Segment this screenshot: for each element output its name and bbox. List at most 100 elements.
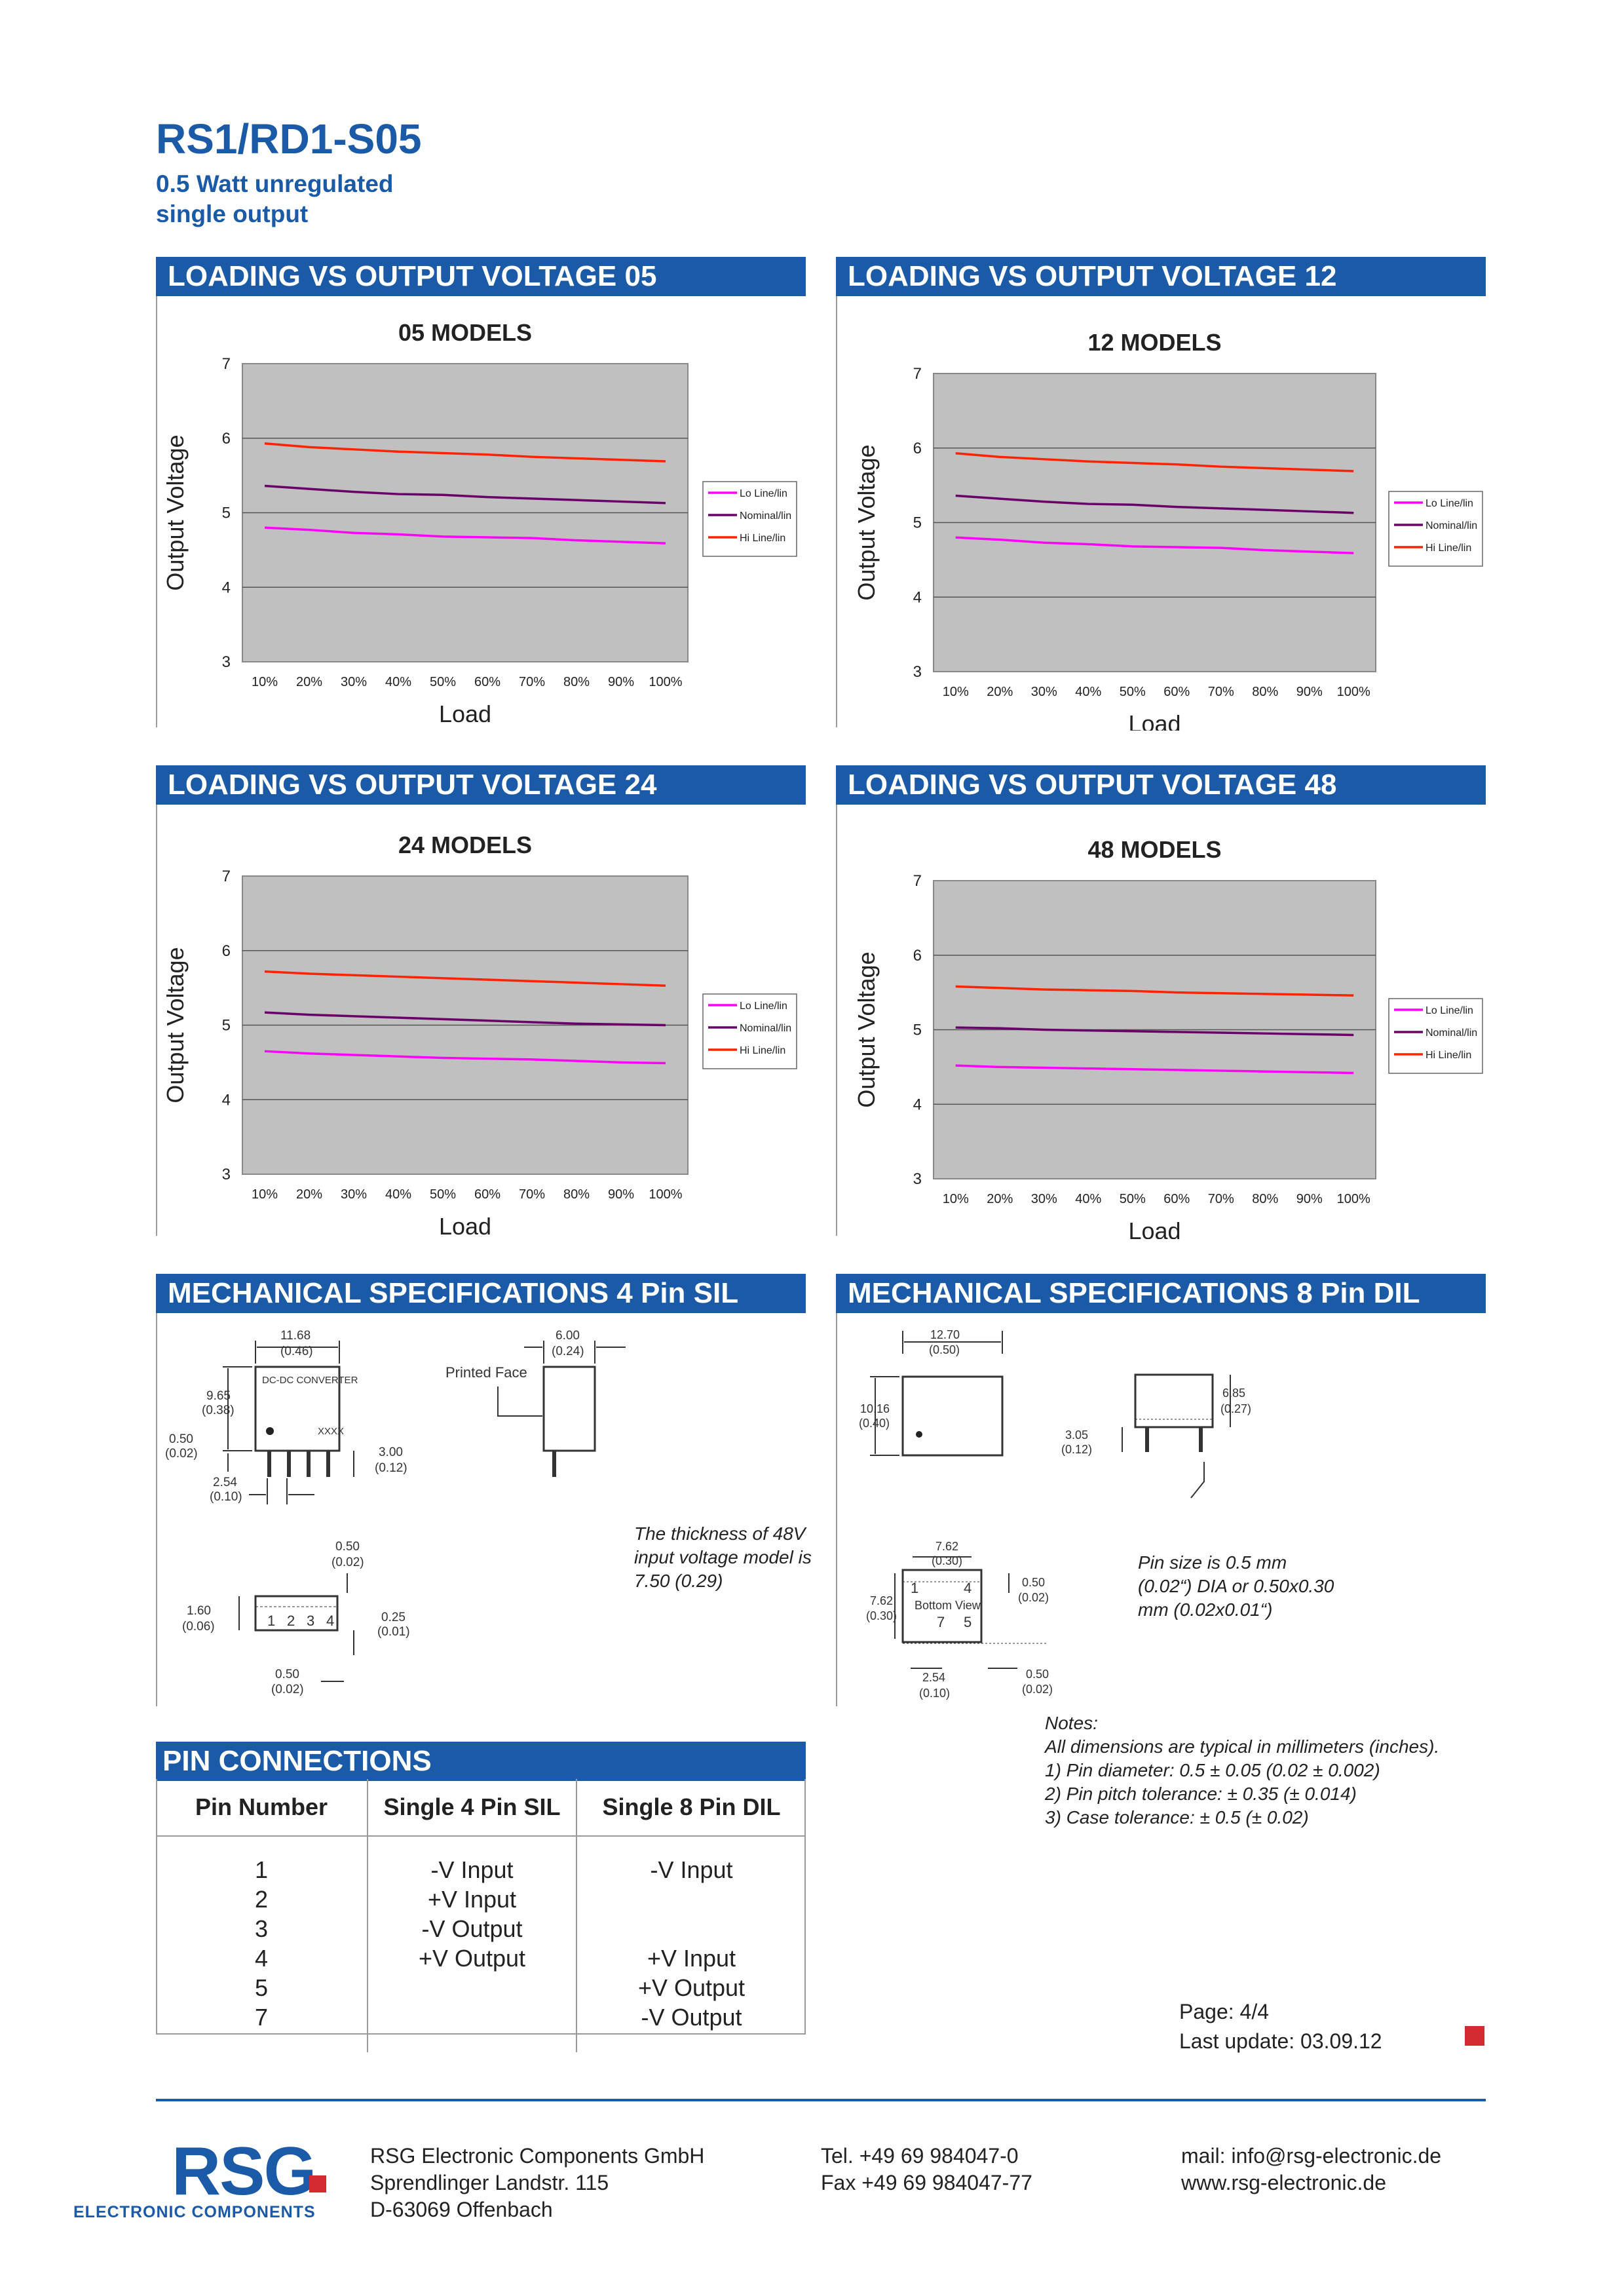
company-street: Sprendlinger Landstr. 115 xyxy=(370,2171,609,2194)
printed-face-arrow xyxy=(497,1387,542,1417)
x-tick-label: 70% xyxy=(519,1187,545,1202)
y-tick-label: 4 xyxy=(222,1091,231,1109)
y-tick-label: 5 xyxy=(222,505,231,522)
dil-dim-bottom: 0.50 xyxy=(1026,1668,1049,1681)
dil-dim-height: 6.85 xyxy=(1222,1387,1245,1400)
pin-table-header: Single 4 Pin SIL xyxy=(367,1779,576,1837)
sil-dim-pitch-in: (0.10) xyxy=(210,1490,242,1504)
panel-border-24 xyxy=(156,805,157,1236)
series-line xyxy=(264,1050,666,1065)
legend-entry: Hi Line/lin xyxy=(740,1045,785,1056)
footer-phone: Tel. +49 69 984047-0 Fax +49 69 984047-7… xyxy=(821,2143,1032,2196)
legend-entry: Hi Line/lin xyxy=(1426,1050,1471,1061)
series-line xyxy=(955,494,1354,514)
section-mech-sil: MECHANICAL SPECIFICATIONS 4 Pin SIL xyxy=(156,1274,806,1313)
y-tick-label: 3 xyxy=(222,1166,231,1183)
legend-entry: Nominal/lin xyxy=(1426,520,1477,531)
x-tick-label: 30% xyxy=(1031,1192,1057,1206)
dil-pointer xyxy=(1190,1462,1205,1499)
y-tick-label: 6 xyxy=(222,430,231,448)
y-tick-label: 4 xyxy=(913,1096,922,1113)
sil-side-pin xyxy=(552,1451,556,1477)
x-tick-label: 10% xyxy=(252,675,278,689)
footer-divider xyxy=(156,2099,1486,2101)
series-line xyxy=(955,451,1354,472)
sil-dim-standoff-in: (0.02) xyxy=(165,1447,198,1461)
sil-dim-side: 1.60 xyxy=(187,1604,211,1618)
x-tick-label: 90% xyxy=(1296,1192,1323,1206)
y-axis-label: Output Voltage xyxy=(162,947,189,1103)
legend-entry: Lo Line/lin xyxy=(1426,498,1473,509)
rsg-logo-dot xyxy=(309,2175,326,2192)
dil-dim-height-in: (0.27) xyxy=(1220,1402,1251,1415)
sil-pin-1 xyxy=(267,1451,271,1477)
dil-pin1-dot xyxy=(916,1431,922,1438)
sil-pin-number: 4 xyxy=(326,1613,334,1629)
sil-drawing: DC-DC CONVERTER XXXX 11.68 (0.46) 9.65 (… xyxy=(165,1329,626,1696)
y-tick-label: 7 xyxy=(222,355,231,373)
chart-title: 05 MODELS xyxy=(398,319,532,346)
sil-dim-depth: 6.00 xyxy=(556,1329,580,1343)
x-tick-label: 50% xyxy=(1120,685,1146,699)
series-line xyxy=(955,536,1354,554)
sil-converter-label: DC-DC CONVERTER xyxy=(262,1375,358,1386)
website-link[interactable]: www.rsg-electronic.de xyxy=(1181,2171,1386,2194)
legend-entry: Nominal/lin xyxy=(740,1023,791,1034)
dil-dim-side: 7.62 xyxy=(870,1594,893,1607)
email-link[interactable]: mail: info@rsg-electronic.de xyxy=(1181,2144,1442,2168)
x-tick-label: 100% xyxy=(649,1187,682,1202)
x-tick-label: 10% xyxy=(943,685,969,699)
dil-body-top xyxy=(901,1375,1004,1457)
notes-line: 1) Pin diameter: 0.5 ± 0.05 (0.02 ± 0.00… xyxy=(1045,1760,1380,1780)
notes-line: All dimensions are typical in millimeter… xyxy=(1045,1736,1440,1757)
notes-line: 3) Case tolerance: ± 0.5 (± 0.02) xyxy=(1045,1807,1309,1827)
x-tick-label: 30% xyxy=(341,675,367,689)
y-tick-label: 3 xyxy=(222,653,231,671)
panel-border-sil xyxy=(156,1313,157,1706)
dil-pin-number: 1 xyxy=(911,1580,918,1596)
x-tick-label: 40% xyxy=(1075,685,1101,699)
last-update: Last update: 03.09.12 xyxy=(1179,2029,1382,2053)
series-line xyxy=(955,1026,1354,1037)
sil-pin-number: 2 xyxy=(287,1613,295,1629)
legend-box xyxy=(1388,491,1483,567)
subtitle-line-2: single output xyxy=(156,201,309,227)
section-loading-48: LOADING VS OUTPUT VOLTAGE 48 xyxy=(836,765,1486,805)
legend-entry: Nominal/lin xyxy=(740,510,791,522)
x-tick-label: 10% xyxy=(252,1187,278,1202)
sil-dim-height: 9.65 xyxy=(206,1389,231,1403)
pin-table-header-row: Pin Number Single 4 Pin SIL Single 8 Pin… xyxy=(156,1779,806,1837)
section-mech-dil: MECHANICAL SPECIFICATIONS 8 Pin DIL xyxy=(836,1274,1486,1313)
chart-48-models: 48 MODELS 3 4 5 6 7 10% 20% 30% 40% 50% 60% 70% 80% 90… xyxy=(853,836,1483,1239)
x-tick-label: 30% xyxy=(1031,685,1057,699)
x-tick-label: 90% xyxy=(1296,685,1323,699)
sil-dim-bottom: 0.50 xyxy=(275,1668,299,1681)
y-tick-label: 7 xyxy=(222,868,231,885)
notes-heading: Notes: xyxy=(1045,1713,1098,1733)
dil-dim-width: 10.16 xyxy=(860,1402,890,1415)
pin-table-header: Single 8 Pin DIL xyxy=(576,1779,806,1837)
pin-table-row: 1 2 3 4 5 7 -V Input +V Input -V Output … xyxy=(156,1836,806,2052)
footer-address: RSG Electronic Components GmbH Sprendlin… xyxy=(370,2143,704,2223)
chart-title: 12 MODELS xyxy=(1087,329,1221,356)
y-tick-label: 4 xyxy=(913,588,922,606)
dil-side-pin-2 xyxy=(1199,1427,1203,1452)
x-tick-label: 60% xyxy=(1163,1192,1190,1206)
x-tick-label: 70% xyxy=(519,675,545,689)
section-loading-05: LOADING VS OUTPUT VOLTAGE 05 xyxy=(156,257,806,296)
series-line xyxy=(264,970,666,987)
sil-dim-width-in: (0.46) xyxy=(280,1345,313,1358)
sil-dim-pin-len-in: (0.12) xyxy=(375,1461,407,1475)
x-tick-label: 90% xyxy=(608,1187,634,1202)
footer-contact: mail: info@rsg-electronic.de www.rsg-ele… xyxy=(1181,2143,1441,2196)
x-tick-label: 70% xyxy=(1208,1192,1234,1206)
x-tick-label: 80% xyxy=(563,1187,590,1202)
rsg-logo-subtitle: ELECTRONIC COMPONENTS xyxy=(73,2203,316,2221)
x-tick-label: 40% xyxy=(1075,1192,1101,1206)
legend-entry: Hi Line/lin xyxy=(740,533,785,544)
y-tick-label: 4 xyxy=(222,579,231,596)
y-tick-label: 6 xyxy=(222,942,231,960)
x-tick-label: 60% xyxy=(474,1187,500,1202)
y-tick-label: 6 xyxy=(913,947,922,965)
x-tick-label: 60% xyxy=(474,675,500,689)
